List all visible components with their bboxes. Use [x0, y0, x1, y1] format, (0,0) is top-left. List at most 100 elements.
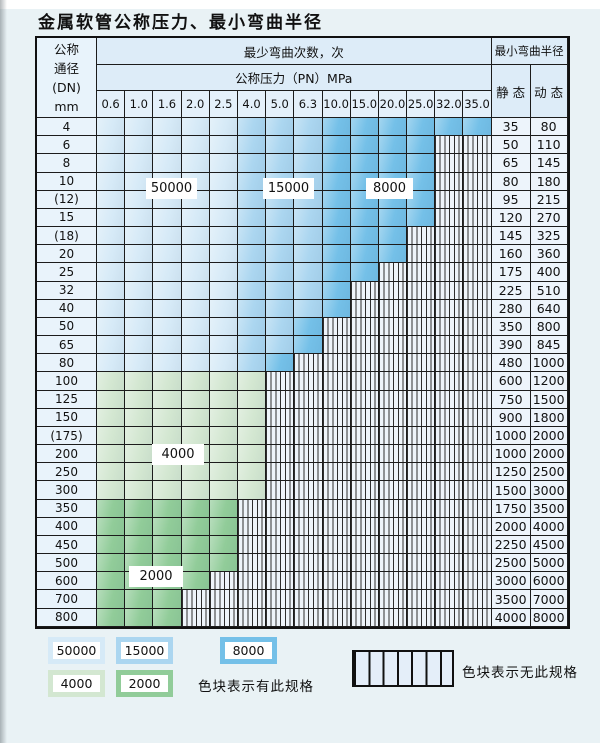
pressure-header-1.6: 1.6	[153, 91, 182, 118]
no-spec-cell	[237, 572, 267, 591]
no-spec-cell	[435, 390, 464, 409]
spec-cell	[237, 426, 267, 446]
spec-cell	[209, 445, 238, 464]
no-spec-cell	[294, 463, 323, 482]
spec-cell	[125, 154, 154, 173]
cycle-count-label: 15000	[263, 178, 314, 199]
legend-chip-label: 8000	[225, 642, 272, 659]
dynamic-radius-cell: 4500	[530, 535, 568, 555]
min-bend-radius-header: 最小弯曲半径	[491, 38, 568, 65]
spec-cell	[209, 354, 238, 373]
spec-cell	[294, 317, 323, 337]
spec-cell	[237, 299, 267, 318]
spec-cell	[125, 336, 154, 355]
spec-cell	[378, 245, 408, 264]
spec-cell	[97, 608, 126, 627]
no-spec-cell	[435, 517, 464, 536]
spec-cell	[181, 463, 210, 482]
dynamic-radius-cell: 3000	[530, 481, 568, 500]
spec-cell	[153, 517, 182, 536]
no-spec-cell	[407, 372, 436, 391]
spec-cell	[407, 118, 436, 137]
spec-cell	[209, 481, 238, 500]
dynamic-radius-cell: 845	[530, 336, 568, 355]
dynamic-radius-cell: 325	[530, 227, 568, 246]
no-spec-cell	[350, 426, 379, 446]
spec-cell	[209, 499, 238, 518]
spec-cell	[237, 390, 267, 409]
no-spec-cell	[294, 499, 323, 518]
static-column-header: 静 态	[491, 65, 531, 118]
spec-cell	[97, 118, 126, 137]
no-spec-cell	[463, 245, 492, 264]
no-spec-cell	[407, 336, 436, 355]
no-spec-cell	[322, 517, 351, 536]
no-spec-legend-text: 色块表示无此规格	[462, 665, 578, 681]
spec-cell	[153, 118, 182, 137]
dn-cell: 32	[37, 281, 97, 300]
spec-cell	[97, 517, 126, 536]
spec-cell	[322, 136, 351, 155]
no-spec-cell	[350, 281, 379, 300]
dynamic-radius-cell: 2000	[530, 445, 568, 464]
spec-cell	[294, 245, 323, 264]
no-spec-cell	[463, 445, 492, 464]
spec-cell	[125, 263, 154, 282]
spec-cell	[181, 227, 210, 246]
spec-cell	[97, 208, 126, 228]
spec-cell	[153, 499, 182, 518]
no-spec-cell	[350, 499, 379, 518]
dynamic-radius-cell: 360	[530, 245, 568, 264]
static-radius-cell: 35	[491, 118, 531, 137]
no-spec-cell	[407, 481, 436, 500]
no-spec-cell	[407, 245, 436, 264]
no-spec-cell	[435, 590, 464, 609]
no-spec-cell	[463, 608, 492, 627]
spec-cell	[237, 317, 267, 337]
no-spec-cell	[350, 554, 379, 573]
no-spec-cell	[322, 572, 351, 591]
spec-cell	[181, 572, 210, 591]
no-spec-cell	[350, 572, 379, 591]
dn-cell: 50	[37, 317, 97, 337]
spec-cell	[97, 572, 126, 591]
spec-cell	[181, 408, 210, 427]
static-radius-cell: 225	[491, 281, 531, 300]
no-spec-cell	[378, 499, 408, 518]
no-spec-cell	[435, 190, 464, 209]
no-spec-cell	[463, 499, 492, 518]
dn-cell: 600	[37, 572, 97, 591]
pressure-header-10.0: 10.0	[322, 91, 351, 118]
spec-cell	[181, 118, 210, 137]
no-spec-cell	[463, 590, 492, 609]
no-spec-cell	[407, 535, 436, 555]
dn-cell: 800	[37, 608, 97, 627]
no-spec-cell	[209, 608, 238, 627]
spec-cell	[378, 118, 408, 137]
no-spec-cell	[350, 590, 379, 609]
no-spec-cell	[407, 317, 436, 337]
no-spec-cell	[237, 554, 267, 573]
spec-cell	[237, 208, 267, 228]
spec-cell	[181, 336, 210, 355]
no-spec-cell	[237, 608, 267, 627]
no-spec-cell	[322, 426, 351, 446]
spec-cell	[407, 154, 436, 173]
no-spec-cell	[435, 608, 464, 627]
no-spec-cell	[407, 517, 436, 536]
spec-cell	[407, 136, 436, 155]
no-spec-cell	[266, 572, 295, 591]
static-radius-cell: 1250	[491, 463, 531, 482]
dynamic-radius-cell: 400	[530, 263, 568, 282]
no-spec-cell	[407, 590, 436, 609]
spec-cell	[407, 172, 436, 191]
no-spec-cell	[435, 426, 464, 446]
no-spec-cell	[294, 608, 323, 627]
no-spec-cell	[407, 299, 436, 318]
spec-cell	[125, 317, 154, 337]
spec-cell	[294, 136, 323, 155]
spec-cell	[97, 426, 126, 446]
dn-cell: 65	[37, 336, 97, 355]
legend-chip-15000: 15000	[116, 637, 173, 664]
no-spec-cell	[322, 481, 351, 500]
